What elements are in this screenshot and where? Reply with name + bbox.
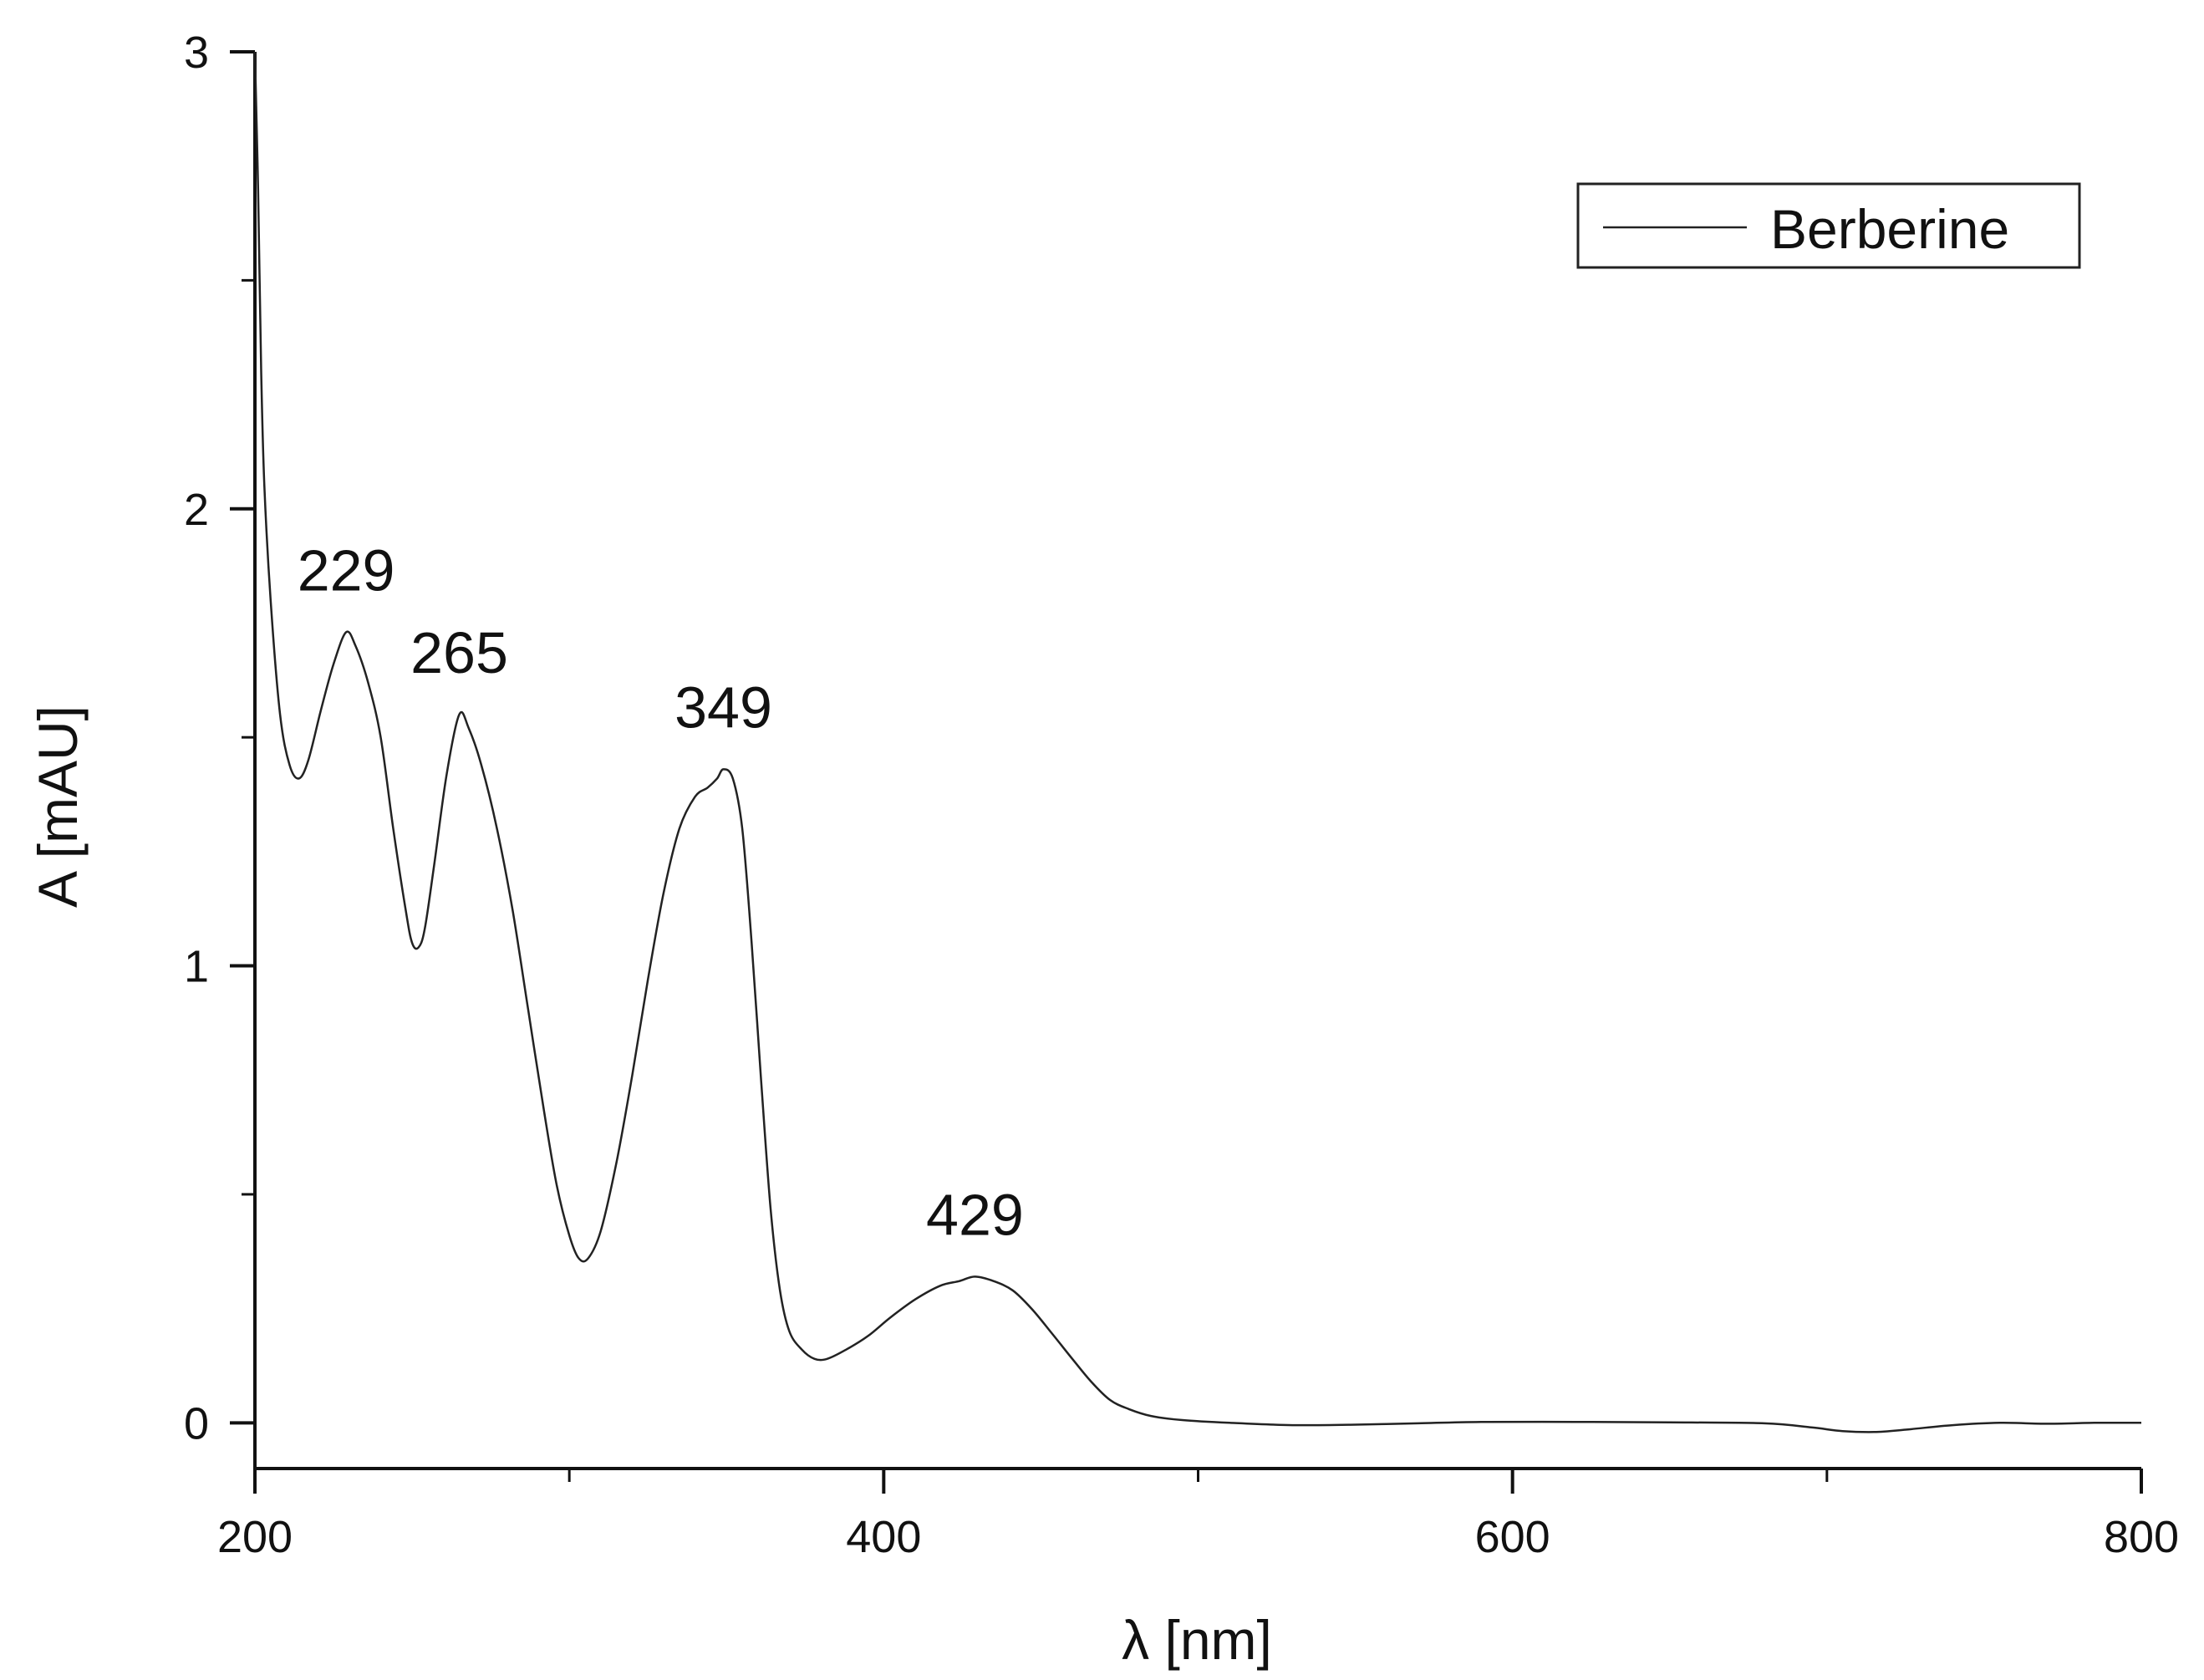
- series-line-berberine: [253, 51, 2142, 1433]
- y-tick-label: 0: [184, 1398, 209, 1448]
- peak-label-229: 229: [298, 537, 395, 603]
- peak-label-265: 265: [410, 620, 508, 685]
- axes-layer: 200 400 600 800 0 1 2 3: [184, 28, 2179, 1562]
- x-axis-title: λ [nm]: [1122, 1609, 1272, 1671]
- y-tick-label: 2: [184, 485, 209, 535]
- x-tick-label: 800: [2104, 1512, 2179, 1562]
- x-tick-label: 400: [846, 1512, 921, 1562]
- y-tick-label: 3: [184, 28, 209, 78]
- legend-label: Berberine: [1770, 198, 2009, 260]
- x-tick-label: 200: [217, 1512, 293, 1562]
- y-tick-label: 1: [184, 942, 209, 992]
- legend-box: [1576, 182, 2081, 269]
- x-tick-label: 600: [1475, 1512, 1550, 1562]
- legend: Berberine: [1576, 182, 2081, 269]
- peak-label-429: 429: [926, 1182, 1024, 1247]
- data-layer: [253, 51, 2142, 1433]
- y-axis-title: A [mAU]: [27, 705, 89, 908]
- peak-label-349: 349: [674, 675, 772, 740]
